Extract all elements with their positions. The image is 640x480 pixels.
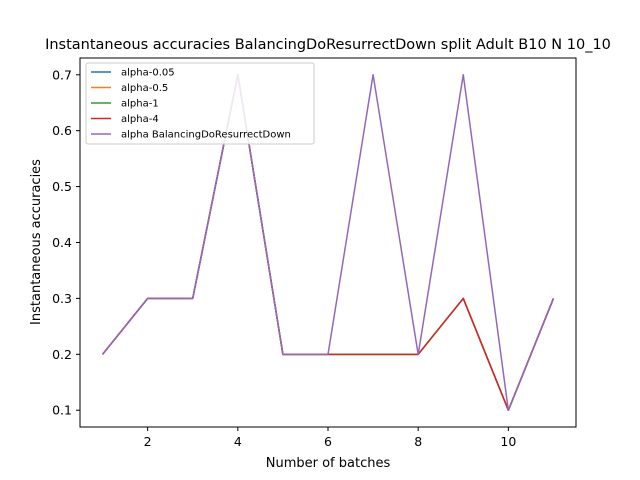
legend: alpha-0.05 alpha-0.5 alpha-1 alpha-4 alpha B… xyxy=(85,62,315,145)
y-tick-label: 0.3 xyxy=(52,291,72,306)
x-tick-label: 4 xyxy=(234,434,242,449)
series-layer xyxy=(101,74,555,411)
legend-label-4: alpha BalancingDoResurrectDown xyxy=(121,130,291,141)
x-tick-label: 6 xyxy=(324,434,332,449)
y-tick-label: 0.4 xyxy=(52,235,72,250)
legend-label-0: alpha-0.05 xyxy=(121,68,175,79)
legend-label-3: alpha-4 xyxy=(121,114,159,125)
x-tick-label: 10 xyxy=(500,434,516,449)
y-tick-label: 0.6 xyxy=(52,123,72,138)
y-tick-label: 0.1 xyxy=(52,403,72,418)
y-tick-label: 0.2 xyxy=(52,347,72,362)
x-axis-label: Number of batches xyxy=(266,456,391,471)
legend-label-1: alpha-0.5 xyxy=(121,83,168,94)
legend-box xyxy=(85,62,315,145)
y-tick-label: 0.5 xyxy=(52,179,72,194)
chart-title: Instantaneous accuracies BalancingDoResu… xyxy=(45,37,611,53)
x-tick-label: 8 xyxy=(414,434,422,449)
y-axis-ticks: 0.1 0.2 0.3 0.4 0.5 0.6 0.7 xyxy=(52,67,80,418)
legend-label-2: alpha-1 xyxy=(121,99,159,110)
y-axis-label: Instantaneous accuracies xyxy=(29,159,44,325)
series-line-4 xyxy=(101,74,555,411)
x-axis-ticks: 2 4 6 8 10 xyxy=(144,427,516,449)
x-tick-label: 2 xyxy=(144,434,152,449)
y-tick-label: 0.7 xyxy=(52,67,72,82)
